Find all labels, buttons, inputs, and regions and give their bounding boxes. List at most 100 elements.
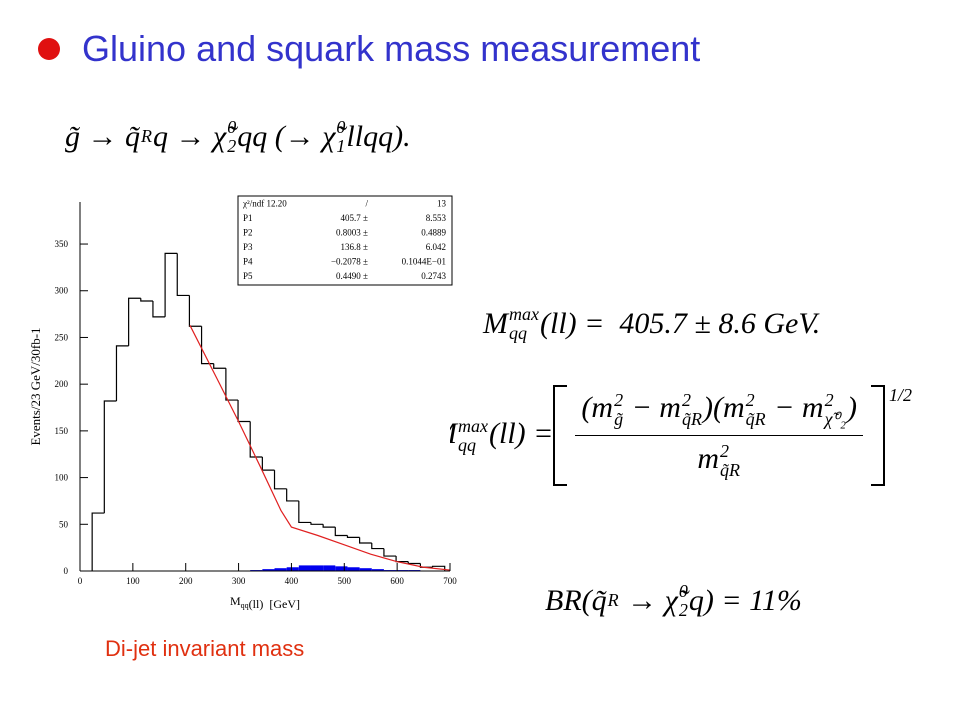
script: max qq bbox=[458, 415, 488, 455]
superscript: max bbox=[458, 415, 488, 436]
chart: 0 50 100 150 200 250 300 350 0 100 200 300 400 500 600… bbox=[28, 195, 457, 611]
stats-value: −0.2078 ± bbox=[331, 257, 368, 267]
stats-label: χ²/ndf 12.20 bbox=[242, 199, 287, 209]
math-text: q → χ̃ bbox=[153, 119, 227, 153]
stats-label: P2 bbox=[243, 228, 253, 238]
x-tick-label: 0 bbox=[78, 576, 83, 586]
y-tick-label: 250 bbox=[55, 332, 69, 342]
math-text: g̃ → q̃ bbox=[65, 119, 140, 153]
histogram-bin bbox=[322, 524, 336, 528]
superscript: 2 bbox=[681, 390, 691, 411]
subscript: R bbox=[607, 590, 619, 611]
numerator: (m 2 g̃ − m 2 q̃R)(m 2 q̃R − m 2 χ̃⁰₂) bbox=[575, 391, 863, 436]
y-tick-label: 350 bbox=[55, 239, 69, 249]
superscript: 2 bbox=[720, 441, 730, 462]
label-subscript: qq bbox=[241, 601, 249, 610]
stats-value: 0.4490 ± bbox=[336, 271, 368, 281]
x-tick-label: 100 bbox=[126, 576, 140, 586]
script: max qq bbox=[509, 305, 539, 343]
y-tick-label: 150 bbox=[55, 426, 69, 436]
histogram-bin bbox=[91, 512, 105, 571]
stats-label: P5 bbox=[243, 271, 253, 281]
histogram-bin bbox=[115, 345, 129, 401]
superscript: 0 bbox=[678, 581, 688, 601]
histogram-bin bbox=[140, 298, 153, 302]
caption: Di-jet invariant mass bbox=[105, 636, 305, 661]
stats-error: 0.2743 bbox=[421, 271, 446, 281]
label-text: (ll) [GeV] bbox=[249, 597, 300, 611]
script: R bbox=[141, 127, 152, 146]
stats-label: P3 bbox=[243, 242, 253, 252]
histogram-bin bbox=[359, 537, 372, 544]
math-text: (ll) = 405.7 ± 8.6 GeV. bbox=[540, 306, 821, 340]
background-bar bbox=[286, 567, 299, 571]
superscript: 0 bbox=[336, 117, 346, 137]
subscript: 1 bbox=[336, 135, 346, 156]
script: 2 q̃R bbox=[682, 391, 702, 429]
math-text: M bbox=[483, 306, 508, 340]
x-tick-label: 300 bbox=[232, 576, 246, 586]
math-text: BR(q̃ bbox=[545, 583, 607, 617]
equation: BR(q̃ R → χ̃ 0 2 q) = 11% bbox=[545, 582, 802, 620]
subscript: qq bbox=[509, 322, 527, 343]
math-text: − m bbox=[766, 391, 824, 424]
script: R bbox=[608, 591, 619, 610]
histogram-bin bbox=[213, 363, 226, 369]
y-tick-label: 0 bbox=[64, 566, 69, 576]
bracket bbox=[553, 385, 568, 486]
histogram-bin bbox=[383, 548, 397, 557]
stats-error: 0.4889 bbox=[421, 228, 446, 238]
histogram-bin bbox=[249, 421, 263, 458]
subscript: 2 bbox=[678, 599, 688, 620]
background-bar bbox=[310, 565, 324, 571]
stats-error: 8.553 bbox=[426, 213, 447, 223]
x-axis-label: Mqq(ll) [GeV] bbox=[230, 594, 300, 611]
y-tick-label: 300 bbox=[55, 286, 69, 296]
histogram-bin bbox=[334, 527, 348, 537]
math-text: → χ̃ bbox=[619, 583, 678, 617]
script: 2 g̃ bbox=[614, 391, 623, 429]
histogram-bin bbox=[298, 500, 311, 524]
background-bar bbox=[274, 568, 287, 571]
stats-label: P4 bbox=[243, 257, 253, 267]
stats-error: 13 bbox=[437, 199, 447, 209]
slide-title: Gluino and squark mass measurement bbox=[38, 28, 700, 70]
background-bar bbox=[371, 569, 384, 571]
stats-error: 0.1044E−01 bbox=[402, 257, 446, 267]
histogram-bin bbox=[152, 301, 166, 318]
x-tick-label: 400 bbox=[285, 576, 299, 586]
stats-value: 0.8003 ± bbox=[336, 228, 368, 238]
fit-curve bbox=[189, 325, 451, 571]
background-bar bbox=[347, 567, 360, 571]
math-text: llqq). bbox=[346, 119, 411, 153]
script: 2 q̃R bbox=[720, 442, 740, 480]
math-text: qq (→ χ̃ bbox=[237, 119, 336, 153]
histogram-bin bbox=[346, 535, 360, 538]
subscript: R bbox=[141, 126, 152, 147]
y-tick-label: 100 bbox=[55, 473, 69, 483]
superscript: 2 bbox=[745, 390, 755, 411]
background-bar bbox=[298, 565, 311, 571]
histogram-bin bbox=[103, 400, 117, 514]
math-text: )(m bbox=[702, 391, 745, 424]
y-tick-label: 200 bbox=[55, 379, 69, 389]
math-text: q) = 11% bbox=[688, 583, 802, 617]
histogram-bin bbox=[310, 522, 324, 525]
label-text: M bbox=[230, 594, 241, 608]
subscript: q̃R bbox=[681, 409, 702, 430]
bracket bbox=[870, 385, 885, 486]
subscript: q̃R bbox=[720, 460, 741, 481]
histogram-bin bbox=[128, 297, 141, 346]
denominator: m 2 q̃R bbox=[697, 436, 741, 480]
math-text: m bbox=[697, 442, 720, 475]
background-bar bbox=[335, 566, 348, 571]
math-text: − m bbox=[624, 391, 681, 424]
subscript: q̃R bbox=[745, 409, 766, 430]
histogram-bin bbox=[273, 470, 287, 490]
